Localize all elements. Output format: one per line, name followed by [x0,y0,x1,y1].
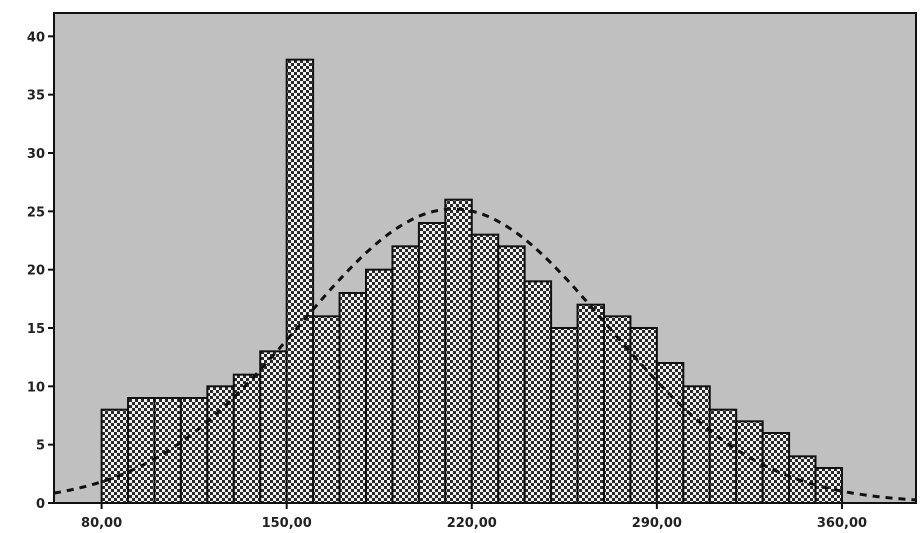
x-tick-label: 80,00 [81,516,122,531]
histogram-bar [285,58,315,505]
x-tick-label: 150,00 [262,516,312,531]
histogram-bar [708,408,738,504]
histogram-bar [365,268,394,504]
histogram-bar [417,222,447,504]
y-tick-label: 10 [27,380,45,395]
histogram-bar [576,303,605,504]
histogram-bar [735,420,764,505]
x-tick-label: 360,00 [817,516,867,531]
histogram-bars [100,58,843,505]
normal-curve [53,207,917,502]
histogram-bar [312,315,341,505]
histogram-bar [523,280,553,505]
histogram-bar [470,233,500,505]
x-tick-label: 220,00 [447,516,497,531]
x-tick-label: 290,00 [632,516,682,531]
histogram-bar [602,315,632,505]
histogram-bar [127,397,156,504]
histogram-bar [761,432,791,504]
histogram-bar [629,327,658,504]
histogram-bar [338,292,368,504]
histogram-bar [814,467,843,504]
y-tick-label: 40 [27,30,45,45]
y-tick-label: 35 [27,89,45,104]
y-tick-label: 15 [27,322,45,337]
y-axis: 0 5 10 15 20 25 30 35 40 [27,30,54,512]
y-tick-label: 25 [27,205,45,220]
histogram-bar [444,198,473,505]
y-tick-label: 5 [36,439,45,454]
histogram-bar [682,385,711,505]
histogram-bar [179,397,209,504]
histogram-bar [497,245,526,504]
histogram-bar [259,350,288,505]
histogram-bar [206,385,235,505]
x-axis: 80,00 150,00 220,00 290,00 360,00 [81,503,867,531]
y-tick-label: 0 [36,497,45,512]
histogram-bar [550,327,579,504]
histogram-bar [391,245,420,504]
y-tick-label: 30 [27,147,45,162]
y-tick-label: 20 [27,264,45,279]
histogram-bar [100,408,130,504]
